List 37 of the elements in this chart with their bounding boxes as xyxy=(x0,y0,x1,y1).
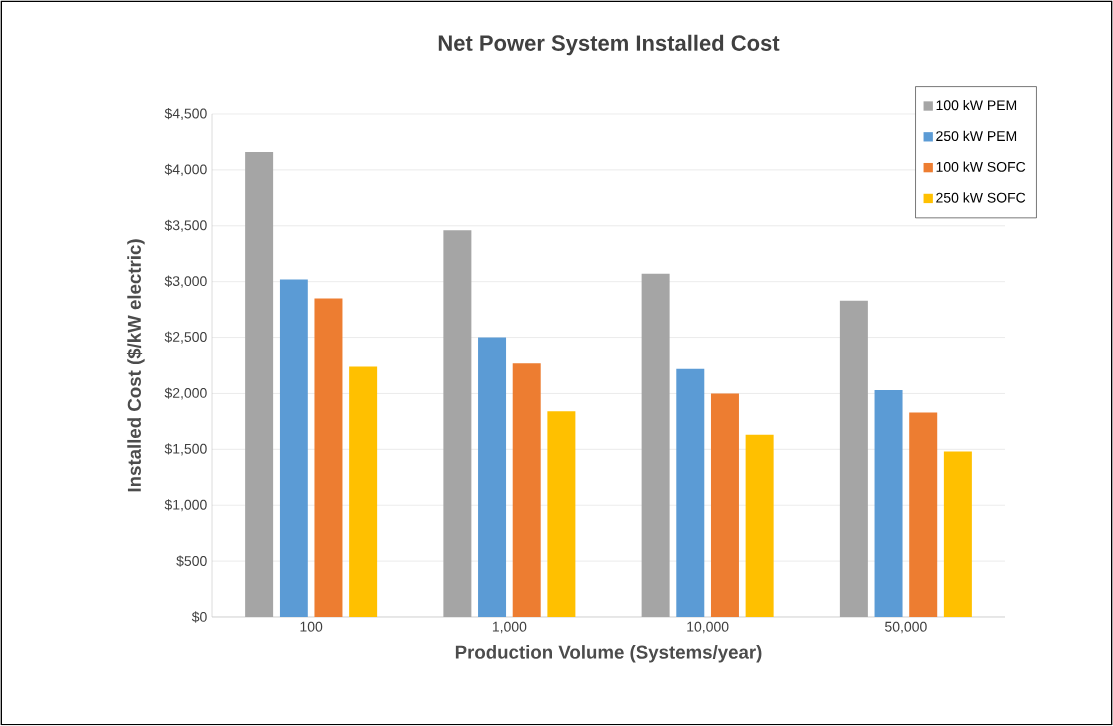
bar xyxy=(443,230,472,617)
bar xyxy=(909,412,938,617)
y-tick-label: $1,500 xyxy=(164,443,207,456)
y-tick-label: $0 xyxy=(191,611,207,623)
bar xyxy=(314,298,343,617)
y-axis-title: Installed Cost ($/kW electric) xyxy=(126,239,145,492)
legend-label: 100 kW PEM xyxy=(936,99,1017,111)
y-tick-label: $2,000 xyxy=(164,387,207,400)
bar xyxy=(547,411,576,617)
x-tick-label: 1,000 xyxy=(492,621,527,634)
chart-title: Net Power System Installed Cost xyxy=(438,34,780,56)
x-axis-title: Production Volume (Systems/year) xyxy=(455,645,762,663)
x-tick-label: 10,000 xyxy=(687,621,729,634)
legend-label: 250 kW SOFC xyxy=(936,192,1026,203)
bar xyxy=(943,451,972,617)
legend-label: 100 kW SOFC xyxy=(936,161,1026,172)
y-tick-label: $500 xyxy=(176,555,207,567)
x-tick-label: 50,000 xyxy=(885,621,927,634)
y-tick-label: $1,000 xyxy=(164,499,207,512)
bar xyxy=(710,393,739,617)
y-tick-label: $4,500 xyxy=(164,107,207,121)
bar xyxy=(245,152,274,617)
bar xyxy=(676,368,705,617)
y-tick-label: $2,500 xyxy=(164,331,207,344)
y-tick-label: $3,000 xyxy=(164,275,207,288)
bar xyxy=(279,279,308,617)
bar xyxy=(874,390,903,617)
y-tick-label: $3,500 xyxy=(164,219,207,232)
bar xyxy=(349,366,378,617)
legend-label: 250 kW PEM xyxy=(936,130,1017,142)
bar xyxy=(478,337,507,617)
x-tick-label: 100 xyxy=(300,621,323,632)
y-tick-label: $4,000 xyxy=(164,163,207,176)
bar xyxy=(641,273,670,617)
bar xyxy=(745,434,774,617)
bar xyxy=(512,363,541,617)
bar xyxy=(839,300,868,617)
